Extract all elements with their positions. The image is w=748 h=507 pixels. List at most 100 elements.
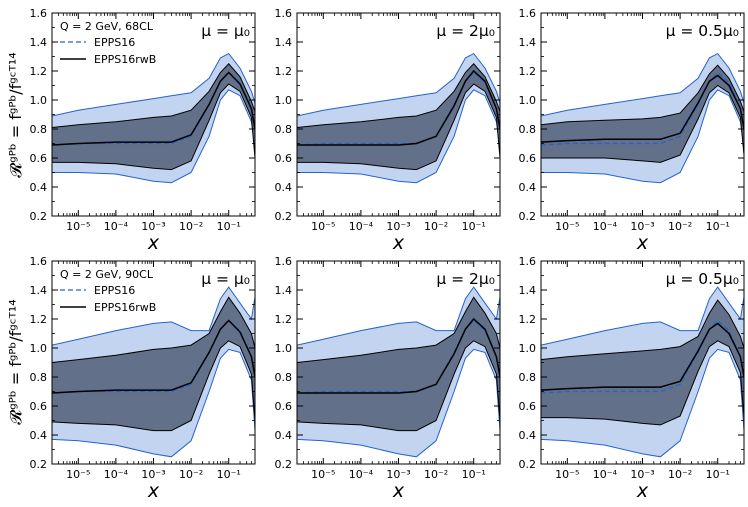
epps16rwb-uncertainty-band [541,64,744,163]
y-tick-label: 0.2 [275,458,293,471]
y-tick-label: 1.6 [519,7,537,20]
chart-panel-r1-c3: 0.2 0.4 0.6 0.8 1.0 1.2 1.4 1.6 10⁻⁵ 10⁻⁴ 10⁻³ 10⁻²… [519,7,745,254]
x-tick-label: 10⁻³ [386,468,410,481]
y-tick-label: 0.2 [30,210,48,223]
y-tick-label: 1.6 [519,255,537,268]
plot-area [297,286,500,458]
y-tick-label: 1.0 [275,94,293,107]
y-tick-label: 0.2 [519,458,537,471]
scale-title: μ = 2μ₀ [436,270,495,288]
epps16rwb-uncertainty-band [297,296,500,432]
chart-panel-r2-c1: 0.2 0.4 0.6 0.8 1.0 1.2 1.4 1.6 10⁻⁵ 10⁻⁴ 10⁻³ 10⁻²… [30,255,256,502]
panel-grid: 0.2 0.4 0.6 0.8 1.0 1.2 1.4 1.6 10⁻⁵ 10⁻⁴ 10⁻³ 10⁻²… [30,7,745,502]
chart-panel-r1-c2: 0.2 0.4 0.6 0.8 1.0 1.2 1.4 1.6 10⁻⁵ 10⁻⁴ 10⁻³ 10⁻²… [275,7,501,254]
x-tick-label: 10⁻³ [141,468,165,481]
y-tick-label: 0.4 [275,429,293,442]
y-tick-label: 1.6 [275,7,293,20]
y-tick-label: 1.0 [519,342,537,355]
plot-area [52,52,255,184]
y-tick-label: 0.8 [30,123,48,136]
legend-scale-label: Q = 2 GeV, 90CL [60,268,154,281]
y-tick-label: 1.2 [275,65,293,78]
x-tick-label: 10⁻³ [630,220,654,233]
x-tick-label: 10⁻¹ [706,220,730,233]
scale-title: μ = μ₀ [201,270,250,288]
x-axis-label: x [147,480,160,502]
legend-entry-label: EPPS16 [94,36,135,49]
scale-title: μ = 0.5μ₀ [666,22,739,40]
x-tick-label: 10⁻⁴ [593,468,618,481]
y-tick-label: 1.4 [275,284,293,297]
x-tick-label: 10⁻² [424,468,448,481]
y-tick-label: 1.6 [30,7,48,20]
epps16rwb-central-line [541,322,744,391]
x-tick-label: 10⁻² [424,220,448,233]
y-tick-label: 1.2 [519,65,537,78]
plot-area [541,286,744,458]
y-tick-label: 1.4 [30,284,48,297]
scale-title: μ = 0.5μ₀ [666,270,739,288]
y-tick-label: 0.4 [519,181,537,194]
y-tick-label: 1.2 [275,313,293,326]
y-axis-label-top: 𝓡ᵍᴾᵇ = fᵍᴾᵇ/fᵍᶜᵀ¹⁴ [6,52,25,177]
epps16rwb-central-line [297,69,500,146]
y-tick-label: 0.6 [275,400,293,413]
x-axis-label: x [147,232,160,254]
y-tick-label: 1.2 [30,313,48,326]
x-tick-label: 10⁻¹ [217,220,241,233]
y-tick-label: 0.4 [519,429,537,442]
x-tick-label: 10⁻² [179,220,203,233]
legend: Q = 2 GeV, 68CL EPPS16 EPPS16rwB [60,20,156,66]
legend-entry-label: EPPS16rwB [94,301,156,314]
epps16rwb-uncertainty-band [541,299,744,426]
x-tick-label: 10⁻⁵ [555,468,579,481]
x-tick-label: 10⁻⁵ [555,220,579,233]
y-tick-label: 0.2 [519,210,537,223]
y-tick-label: 1.0 [519,94,537,107]
y-tick-label: 0.2 [275,210,293,223]
y-tick-label: 0.6 [275,152,293,165]
y-tick-label: 0.8 [275,371,293,384]
x-tick-label: 10⁻² [668,468,692,481]
legend-entry-label: EPPS16 [94,284,135,297]
x-tick-label: 10⁻² [668,220,692,233]
plot-area [297,52,500,184]
scale-title: μ = 2μ₀ [436,22,495,40]
y-tick-label: 0.4 [30,181,48,194]
x-axis-label: x [392,232,405,254]
y-tick-label: 0.4 [275,181,293,194]
epps16-central-line [541,319,744,394]
epps16rwb-central-line [297,317,500,394]
x-tick-label: 10⁻⁵ [311,220,335,233]
x-tick-label: 10⁻³ [141,220,165,233]
y-axis-label-bottom: 𝓡ᵍᴾᵇ = fᵍᴾᵇ/fᵍᶜᵀ¹⁴ [6,299,25,424]
x-tick-label: 10⁻⁴ [593,220,618,233]
x-axis-label: x [392,480,405,502]
x-axis-label: x [636,232,649,254]
y-tick-label: 1.4 [519,284,537,297]
y-tick-label: 0.8 [30,371,48,384]
y-tick-label: 0.6 [30,400,48,413]
y-tick-label: 1.0 [30,342,48,355]
y-tick-label: 0.6 [519,400,537,413]
y-tick-label: 1.4 [275,36,293,49]
y-tick-label: 1.4 [519,36,537,49]
x-tick-label: 10⁻³ [386,220,410,233]
x-axis-label: x [636,480,649,502]
legend-entry-label: EPPS16rwB [94,53,156,66]
x-tick-label: 10⁻⁵ [66,468,90,481]
x-tick-label: 10⁻² [179,468,203,481]
x-tick-label: 10⁻¹ [217,468,241,481]
y-tick-label: 1.0 [275,342,293,355]
plot-area [541,52,744,184]
plot-area [52,286,255,458]
y-tick-label: 1.2 [519,313,537,326]
x-tick-label: 10⁻⁴ [104,468,129,481]
x-tick-label: 10⁻⁴ [104,220,129,233]
x-tick-label: 10⁻¹ [462,468,486,481]
x-tick-label: 10⁻⁵ [66,220,90,233]
chart-panel-r1-c1: 0.2 0.4 0.6 0.8 1.0 1.2 1.4 1.6 10⁻⁵ 10⁻⁴ 10⁻³ 10⁻²… [30,7,256,254]
y-tick-label: 1.0 [30,94,48,107]
x-tick-label: 10⁻⁵ [311,468,335,481]
